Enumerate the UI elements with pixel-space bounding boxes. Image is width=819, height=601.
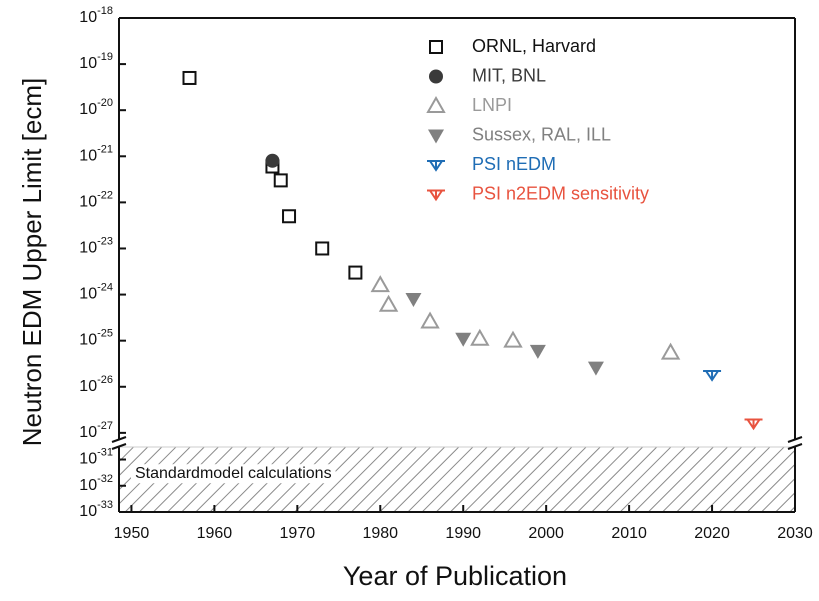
y-tick-label: 10-19 [79, 51, 113, 72]
legend-marker [428, 129, 444, 144]
legend-marker [427, 189, 445, 202]
legend-label: PSI nEDM [472, 154, 556, 174]
axis-break [111, 443, 127, 450]
axis-break-gap [111, 441, 127, 446]
x-tick-label: 2020 [694, 525, 730, 542]
y-tick-label: 10-23 [79, 235, 113, 256]
x-axis-title: Year of Publication [343, 561, 567, 591]
marker [420, 311, 440, 329]
legend-marker [429, 69, 443, 84]
legend-marker [426, 95, 446, 113]
legend-label: MIT, BNL [472, 65, 546, 85]
marker [378, 294, 399, 312]
legend-label: LNPI [472, 95, 512, 115]
marker [273, 173, 288, 188]
region-label: Standardmodel calculations [135, 465, 332, 482]
marker [470, 328, 490, 346]
axis-break [111, 436, 127, 443]
marker [744, 418, 763, 431]
y-axis-title: Neutron EDM Upper Limit [ecm] [17, 78, 47, 446]
axis-break [787, 443, 803, 450]
x-tick-label: 1960 [197, 525, 233, 542]
region-label-bg [131, 464, 336, 484]
marker [370, 275, 390, 293]
axis-break-gap [787, 441, 803, 446]
x-tick-label: 2010 [611, 525, 647, 542]
y-tick-label: 10-32 [79, 473, 113, 494]
x-tick-label: 2000 [528, 525, 564, 542]
y-tick-label: 10-20 [79, 97, 113, 118]
marker [660, 342, 681, 360]
legend-marker [429, 40, 443, 54]
marker [405, 293, 422, 308]
y-tick-label: 10-24 [79, 281, 113, 302]
axis-break [787, 436, 803, 443]
marker [182, 70, 197, 85]
marker [315, 241, 330, 256]
y-tick-label: 10-27 [79, 420, 113, 441]
marker [529, 344, 546, 359]
x-tick-label: 1970 [280, 525, 316, 542]
y-tick-label: 10-33 [79, 499, 113, 520]
x-tick-label: 1990 [445, 525, 481, 542]
y-tick-label: 10-21 [79, 143, 113, 164]
legend-marker [427, 160, 445, 172]
y-tick-label: 10-22 [79, 189, 113, 210]
marker [282, 209, 297, 224]
y-tick-label: 10-26 [79, 374, 113, 395]
marker [265, 153, 280, 168]
y-tick-label: 10-25 [79, 328, 113, 349]
marker [587, 361, 604, 376]
marker [703, 369, 722, 382]
marker [348, 265, 363, 280]
marker [455, 332, 472, 347]
x-tick-label: 1980 [362, 525, 398, 542]
legend-label: Sussex, RAL, ILL [472, 124, 611, 144]
legend-label: PSI n2EDM sensitivity [472, 183, 649, 203]
legend-label: ORNL, Harvard [472, 36, 596, 56]
x-tick-label: 2030 [777, 525, 813, 542]
y-tick-label: 10-18 [79, 5, 113, 26]
x-tick-label: 1950 [114, 525, 150, 542]
y-tick-label: 10-31 [79, 446, 113, 467]
marker [503, 330, 523, 348]
